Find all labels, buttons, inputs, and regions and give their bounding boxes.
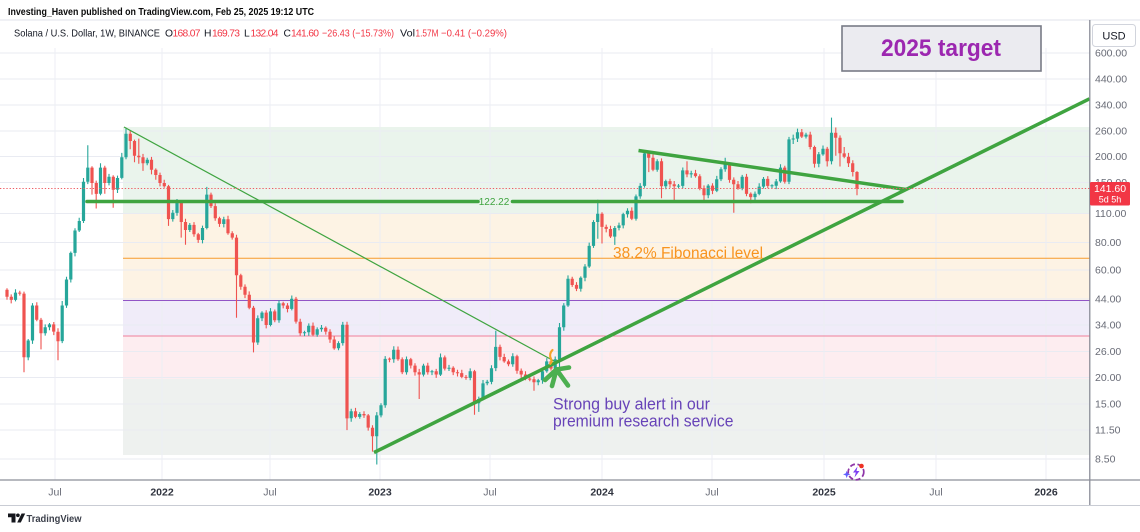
- svg-text:5d 5h: 5d 5h: [1099, 195, 1122, 205]
- svg-text:Jul: Jul: [263, 487, 276, 499]
- svg-text:C: C: [284, 29, 292, 40]
- svg-text:110.00: 110.00: [1095, 208, 1126, 220]
- svg-text:20.00: 20.00: [1095, 372, 1121, 384]
- svg-text:200.00: 200.00: [1095, 151, 1127, 163]
- svg-text:Strong buy alert in our: Strong buy alert in our: [553, 396, 711, 414]
- svg-text:premium research service: premium research service: [553, 413, 734, 431]
- svg-text:2022: 2022: [150, 487, 174, 499]
- svg-text:1.57M: 1.57M: [416, 29, 439, 40]
- svg-text:340.00: 340.00: [1095, 100, 1127, 112]
- svg-text:−0.41 (−0.29%): −0.41 (−0.29%): [441, 29, 507, 40]
- svg-text:141.60: 141.60: [1094, 183, 1126, 195]
- svg-text:34.00: 34.00: [1095, 320, 1121, 332]
- svg-text:Vol: Vol: [400, 29, 415, 40]
- svg-text:60.00: 60.00: [1095, 265, 1121, 277]
- svg-text:26.00: 26.00: [1095, 346, 1121, 358]
- svg-text:260.00: 260.00: [1095, 126, 1127, 138]
- svg-text:168.07: 168.07: [173, 29, 201, 40]
- svg-text:44.00: 44.00: [1095, 294, 1121, 306]
- svg-text:122.22: 122.22: [479, 197, 510, 208]
- svg-text:Jul: Jul: [48, 487, 61, 499]
- svg-text:H: H: [204, 29, 211, 40]
- svg-text:2023: 2023: [368, 487, 392, 499]
- svg-text:440.00: 440.00: [1095, 74, 1127, 86]
- svg-text:2026: 2026: [1034, 487, 1058, 499]
- svg-text:Jul: Jul: [705, 487, 718, 499]
- svg-text:2025: 2025: [812, 487, 836, 499]
- svg-text:−26.43 (−15.73%): −26.43 (−15.73%): [322, 29, 394, 40]
- svg-text:TradingView: TradingView: [27, 513, 83, 525]
- svg-text:2024: 2024: [590, 487, 614, 499]
- svg-text:Jul: Jul: [929, 487, 942, 499]
- svg-text:2025 target: 2025 target: [881, 35, 1001, 62]
- svg-text:600.00: 600.00: [1095, 48, 1127, 60]
- svg-text:15.00: 15.00: [1095, 399, 1121, 411]
- svg-text:8.50: 8.50: [1095, 454, 1116, 466]
- svg-text:38.2% Fibonacci level: 38.2% Fibonacci level: [613, 245, 763, 262]
- svg-text:11.50: 11.50: [1095, 425, 1121, 437]
- svg-text:80.00: 80.00: [1095, 237, 1121, 249]
- svg-text:O: O: [165, 29, 173, 40]
- svg-text:Solana / U.S. Dollar, 1W, BINA: Solana / U.S. Dollar, 1W, BINANCE: [14, 29, 160, 40]
- svg-text:169.73: 169.73: [212, 29, 240, 40]
- svg-text:141.60: 141.60: [291, 29, 319, 40]
- svg-text:Jul: Jul: [483, 487, 496, 499]
- svg-text:USD: USD: [1102, 31, 1125, 43]
- svg-text:132.04: 132.04: [251, 29, 279, 40]
- svg-text:L: L: [244, 29, 250, 40]
- svg-text:Investing_Haven published on T: Investing_Haven published on TradingView…: [8, 7, 314, 18]
